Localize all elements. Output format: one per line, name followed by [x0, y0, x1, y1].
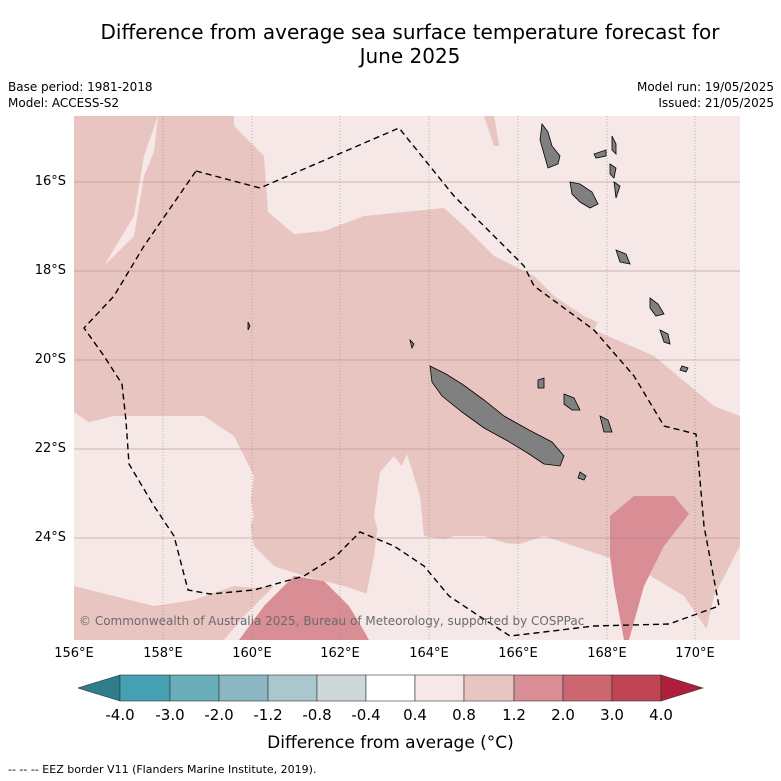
loyalty-island	[599, 415, 613, 433]
map-title-line-2: June 2025	[359, 44, 461, 68]
graticule	[74, 116, 740, 640]
vanuatu-island	[611, 135, 617, 155]
anomaly-region-1.2-2.0	[610, 496, 689, 640]
vanuatu-island	[679, 365, 689, 373]
anomaly-region-0.8-1.2	[74, 116, 158, 296]
new-caledonia-island	[429, 365, 565, 467]
map-title-line-1: Difference from average sea surface temp…	[100, 20, 720, 44]
colorbar-cell	[365, 674, 416, 702]
lon-label: 162°E	[320, 646, 360, 661]
lon-label: 164°E	[409, 646, 449, 661]
colorbar-cell	[119, 674, 171, 702]
lon-label: 160°E	[232, 646, 272, 661]
colorbar-tick-label: 3.0	[600, 706, 624, 724]
colorbar-cell	[218, 674, 269, 702]
colorbar-tick-label: -4.0	[105, 706, 135, 724]
base-period-text: Base period: 1981-2018	[8, 80, 153, 94]
vanuatu-island	[593, 149, 607, 159]
colorbar-cell	[513, 674, 564, 702]
colorbar-tick-label: 0.4	[403, 706, 427, 724]
lon-label: 156°E	[54, 646, 94, 661]
lon-label: 170°E	[675, 646, 715, 661]
vanuatu-island	[539, 122, 561, 169]
colorbar-tick-label: 4.0	[649, 706, 673, 724]
colorbar-cell	[316, 674, 367, 702]
colorbar-cell	[562, 674, 613, 702]
lon-label: 168°E	[587, 646, 627, 661]
loyalty-island	[563, 393, 581, 411]
isle-of-pines-island	[577, 471, 587, 481]
colorbar-tick-label: -1.2	[253, 706, 283, 724]
lat-label: 22°S	[34, 441, 66, 456]
colorbar-tick-label: -0.8	[302, 706, 332, 724]
colorbar-tick-label: 1.2	[502, 706, 526, 724]
lat-label: 20°S	[34, 352, 66, 367]
anomaly-region-0.4-0.8	[704, 546, 740, 640]
colorbar-extend-low	[78, 674, 121, 702]
colorbar-tick-label: -2.0	[204, 706, 234, 724]
model-run-text: Model run: 19/05/2025	[636, 80, 774, 94]
colorbar-cell	[267, 674, 318, 702]
colorbar	[78, 674, 704, 702]
sst-anomaly-map	[74, 116, 740, 640]
small-island	[247, 321, 251, 331]
colorbar-tick-label: -3.0	[155, 706, 185, 724]
colorbar-tick-label: 0.8	[452, 706, 476, 724]
vanuatu-island	[613, 181, 621, 199]
vanuatu-island	[615, 249, 631, 265]
anomaly-region-0.4-0.8	[234, 116, 740, 386]
colorbar-cell	[169, 674, 220, 702]
colorbar-cell	[463, 674, 515, 702]
eez-footnote: -- -- -- EEZ border V11 (Flanders Marine…	[8, 763, 317, 776]
colorbar-tick-label: -0.4	[351, 706, 381, 724]
lat-label: 24°S	[34, 530, 66, 545]
issued-text: Issued: 21/05/2025	[658, 96, 774, 110]
anomaly-region-0.4-0.8	[74, 416, 254, 600]
colorbar-extend-high	[660, 674, 704, 702]
lon-label: 158°E	[143, 646, 183, 661]
colorbar-title: Difference from average (°C)	[267, 733, 514, 753]
lon-label: 166°E	[498, 646, 538, 661]
loyalty-island	[537, 377, 545, 389]
land-masses	[247, 122, 689, 481]
anomaly-region-0.8-1.2	[74, 586, 274, 640]
small-island	[409, 338, 415, 350]
vanuatu-island	[659, 329, 671, 345]
vanuatu-island	[649, 297, 665, 317]
eez-border	[83, 127, 720, 637]
vanuatu-island	[569, 181, 599, 209]
colorbar-cell	[611, 674, 662, 702]
lat-label: 18°S	[34, 263, 66, 278]
lat-label: 16°S	[34, 174, 66, 189]
model-text: Model: ACCESS-S2	[8, 96, 120, 110]
anomaly-region-0.4-0.8	[364, 454, 554, 640]
vanuatu-island	[609, 163, 617, 179]
colorbar-cell	[414, 674, 465, 702]
anomaly-region-1.2-2.0	[239, 576, 369, 640]
copyright-notice: © Commonwealth of Australia 2025, Bureau…	[79, 614, 585, 628]
colorbar-tick-label: 2.0	[551, 706, 575, 724]
